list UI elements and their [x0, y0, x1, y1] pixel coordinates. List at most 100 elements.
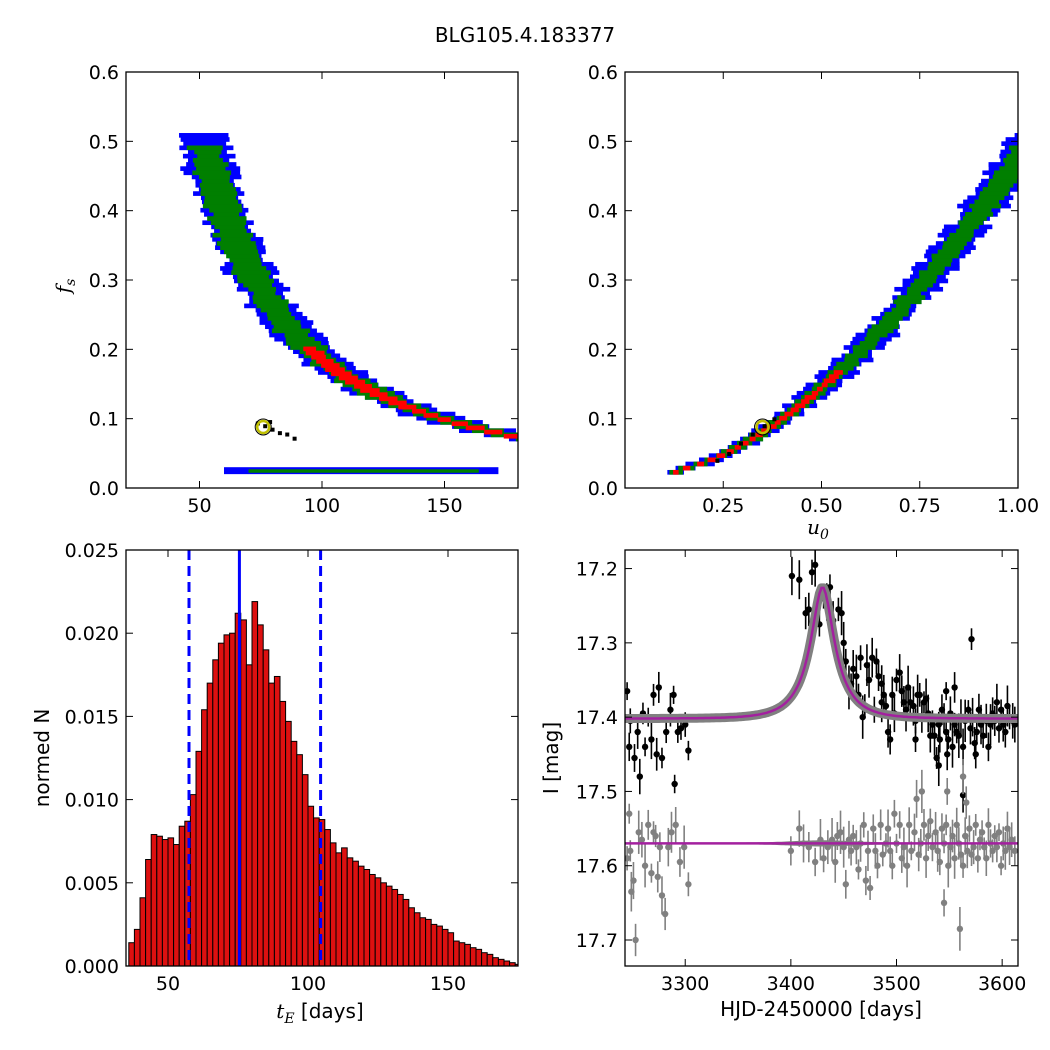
p4-ytick-label: 17.4	[576, 707, 618, 729]
residual-point	[641, 862, 649, 869]
contour-level2-cell	[852, 345, 876, 350]
hist-bar	[206, 682, 214, 966]
contour-level2-cell	[600, 449, 631, 454]
ylabel-fs: fs	[51, 279, 79, 296]
contour-level3-cell	[999, 153, 1018, 159]
contour-level1-cell	[821, 382, 828, 388]
contour-level1-cell	[321, 363, 340, 368]
contour-level2-cell	[836, 361, 860, 367]
hist-bar	[195, 750, 203, 966]
contour-level2-cell	[194, 149, 222, 155]
contour-level1-cell	[528, 438, 544, 443]
p2-ytick-label: 0.2	[588, 339, 618, 361]
contour-level2-cell	[1008, 145, 1018, 151]
hist-bar	[391, 888, 399, 966]
residual-point	[944, 788, 951, 795]
hist-bar	[161, 839, 169, 966]
contour-level2-cell	[192, 170, 232, 176]
contour-level2-cell	[1006, 153, 1018, 159]
residual-point	[877, 821, 884, 829]
contour-level1-cell	[663, 455, 676, 460]
residual-point	[680, 843, 688, 851]
contour-level2-cell	[896, 303, 911, 309]
contour-level2-cell	[214, 224, 245, 230]
contour-level1-cell	[305, 350, 325, 356]
contour-level1-cell	[398, 404, 417, 410]
residual-point	[685, 881, 692, 888]
contour-level1-cell	[354, 384, 372, 389]
p2-xtick-label: 0.50	[800, 495, 842, 517]
data-point	[840, 639, 847, 647]
residual-point	[956, 925, 964, 933]
contour-level2-cell	[286, 341, 322, 346]
data-point	[886, 736, 894, 743]
data-point	[875, 673, 882, 680]
contour-level3-cell	[183, 141, 227, 146]
hist-bar	[335, 852, 343, 966]
best-fit-pixel	[750, 432, 755, 437]
contour-level2-cell	[199, 182, 234, 188]
contour-level2-cell	[946, 237, 972, 242]
hist-bar	[497, 958, 505, 966]
p3-ytick-label: 0.000	[65, 956, 119, 978]
contour-level2-cell	[910, 282, 933, 288]
data-point	[979, 732, 987, 739]
contour-level1-cell	[742, 440, 749, 446]
residual-point	[972, 821, 979, 829]
contour-level2-cell	[273, 324, 302, 330]
contour-level1-cell	[774, 420, 781, 425]
p2-ytick-label: 0.4	[588, 201, 618, 223]
contour-level2-cell	[233, 261, 262, 267]
contour-level2-cell	[256, 303, 289, 309]
data-point	[685, 747, 692, 754]
residual-point	[903, 862, 911, 869]
contour-level3-cell	[1000, 149, 1018, 155]
p3-ytick-label: 0.015	[65, 706, 119, 728]
data-point	[935, 721, 942, 728]
contour-level1-cell	[801, 399, 810, 404]
hist-bar	[229, 632, 236, 966]
contour-level1-cell	[761, 428, 770, 434]
xlabel-tE-text: tE [days]	[276, 999, 363, 1027]
residual-point	[951, 855, 958, 862]
hist-bar	[380, 882, 387, 966]
hist-bar	[447, 932, 455, 966]
ylabel-normedN: normed N	[30, 709, 54, 808]
contour-level2-cell	[949, 232, 974, 238]
contour-level2-cell	[864, 336, 880, 342]
p1-ytick-label: 0.5	[89, 131, 119, 153]
residual-point	[837, 829, 844, 836]
residual-point	[665, 843, 672, 851]
contour-level2-cell	[866, 332, 888, 338]
contour-level1-cell	[673, 469, 679, 475]
data-point	[796, 576, 803, 583]
contour-level2-cell	[958, 220, 984, 226]
data-point	[973, 728, 980, 736]
data-point	[931, 732, 938, 739]
contour-level2-cell	[914, 278, 937, 284]
hist-bar	[217, 642, 225, 966]
residual-point	[966, 825, 973, 832]
p1-ytick-label: 0.0	[89, 478, 119, 500]
contour-level2-cell	[212, 232, 254, 238]
ylabel-fs-text: fs	[51, 279, 79, 296]
contour-level1-cell	[726, 449, 734, 454]
residual-point	[959, 862, 967, 869]
residual-point	[842, 881, 849, 888]
contour-level2-cell	[253, 291, 276, 296]
best-fit-marker-outline	[254, 418, 272, 436]
best-fit-pixel	[772, 417, 777, 422]
hist-bar	[430, 923, 438, 966]
data-point	[936, 736, 944, 743]
model-line	[625, 586, 1018, 720]
data-point	[993, 699, 1001, 706]
contour-level1-cell	[784, 411, 794, 417]
residual-point	[661, 910, 669, 918]
p3-frame	[125, 549, 519, 967]
residual-point	[993, 843, 1001, 851]
best-fit-pixel	[270, 427, 275, 432]
contour-level2-cell	[194, 162, 229, 167]
contour-level2-cell	[219, 228, 247, 234]
contour-level3-cell	[560, 445, 610, 450]
